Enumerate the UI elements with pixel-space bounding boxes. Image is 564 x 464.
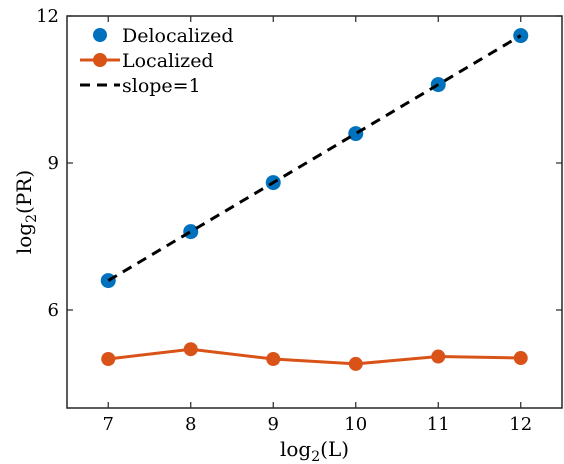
plot-area <box>100 28 529 371</box>
data-point-localized <box>348 356 363 371</box>
data-point-delocalized <box>513 28 529 44</box>
x-tick-label: 11 <box>427 414 450 435</box>
series-line-slope-1 <box>107 34 522 282</box>
legend-label: Delocalized <box>122 25 234 47</box>
data-point-delocalized <box>348 126 364 142</box>
legend-label: slope=1 <box>122 75 201 97</box>
axes: 7 8 9 10 11 12 6 9 12 log2(L) log2(PR) <box>12 6 563 464</box>
data-point-localized <box>431 349 446 364</box>
data-point-localized <box>183 342 198 357</box>
data-point-localized <box>101 352 116 366</box>
legend-marker-localized <box>93 53 107 67</box>
x-tick-label: 8 <box>185 414 196 435</box>
axes-box <box>66 15 563 409</box>
data-point-delocalized <box>183 224 199 240</box>
x-tick-label: 9 <box>268 414 279 435</box>
y-tick-label: 9 <box>48 153 59 174</box>
legend-label: Localized <box>122 50 214 72</box>
x-axis-label: log2(L) <box>280 437 349 464</box>
data-point-localized <box>266 352 281 366</box>
y-tick-label: 6 <box>48 300 59 321</box>
legend: Delocalized Localized slope=1 <box>80 25 234 97</box>
x-tick-label: 12 <box>509 414 532 435</box>
legend-marker-delocalized <box>93 28 107 42</box>
x-tick-label: 10 <box>344 414 367 435</box>
x-tick-label: 7 <box>103 414 114 435</box>
y-tick-label: 12 <box>36 6 59 27</box>
series-line-localized <box>108 347 521 366</box>
data-point-localized <box>513 351 528 366</box>
y-axis-label: log2(PR) <box>12 170 40 254</box>
